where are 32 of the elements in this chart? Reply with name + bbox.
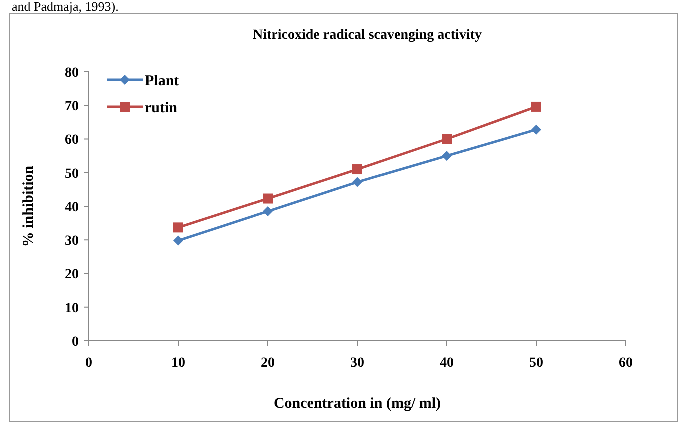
x-tick-label: 50 bbox=[530, 356, 544, 371]
chart-title: Nitricoxide radical scavenging activity bbox=[252, 28, 482, 43]
y-tick-label: 60 bbox=[65, 133, 79, 148]
y-tick-label: 0 bbox=[72, 334, 79, 350]
x-tick-label: 30 bbox=[350, 356, 364, 371]
x-tick-label: 10 bbox=[172, 356, 186, 371]
legend-label: Plant bbox=[145, 73, 180, 90]
point bbox=[442, 134, 452, 144]
point bbox=[352, 177, 362, 188]
point bbox=[263, 206, 273, 217]
x-tick-label: 20 bbox=[261, 356, 275, 371]
point bbox=[263, 194, 273, 204]
point bbox=[532, 102, 542, 112]
x-tick-label: 40 bbox=[440, 356, 454, 371]
y-tick-label: 80 bbox=[65, 66, 79, 81]
y-tick-label: 10 bbox=[65, 301, 79, 316]
text: and Padmaja, 1993). bbox=[12, 0, 119, 14]
y-axis-title: % inhibition bbox=[21, 165, 37, 248]
y-tick-label: 70 bbox=[65, 100, 79, 115]
point bbox=[442, 151, 452, 162]
x-tick-label: 60 bbox=[619, 356, 633, 371]
point bbox=[174, 222, 184, 233]
y-tick-label: 40 bbox=[65, 200, 79, 216]
point bbox=[174, 236, 184, 246]
y-tick-label: 50 bbox=[65, 166, 79, 182]
x-axis-title: Concentration in (mg/ ml) bbox=[274, 396, 442, 412]
y-tick-label: 30 bbox=[65, 234, 79, 250]
x-tick-label: 0 bbox=[86, 356, 92, 371]
legend-label: rutin bbox=[145, 100, 178, 116]
y-tick-label: 20 bbox=[65, 268, 79, 283]
point bbox=[352, 164, 362, 175]
point bbox=[532, 124, 542, 135]
